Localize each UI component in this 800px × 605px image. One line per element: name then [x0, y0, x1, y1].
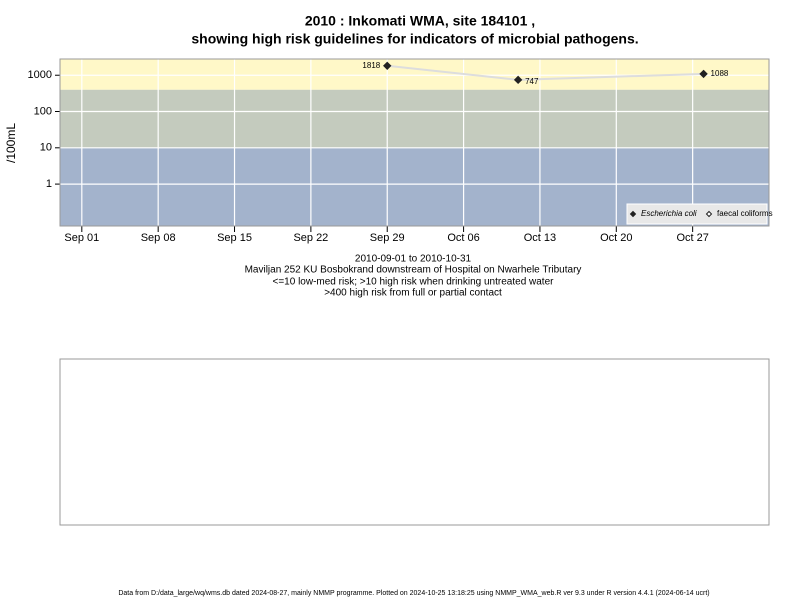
- y-axis-label: /100mL: [4, 123, 18, 163]
- plot-frame: [59, 58, 770, 227]
- footer: Data from D:/data_large/wq/wms.db dated …: [118, 590, 709, 597]
- data-label: 747: [525, 77, 539, 86]
- x-tick-label: Sep 01: [64, 232, 99, 244]
- chart-title: 2010 : Inkomati WMA, site 184101 ,: [305, 13, 535, 29]
- risk-band: [60, 89, 769, 148]
- note: 2010-09-01 to 2010-10-31: [355, 254, 472, 265]
- data-label: 1818: [362, 61, 380, 70]
- y-tick-label: 100: [34, 105, 52, 117]
- legend-box: [626, 203, 768, 225]
- chart-subtitle: showing high risk guidelines for indicat…: [191, 31, 638, 47]
- x-tick-label: Oct 20: [600, 232, 632, 244]
- x-tick-label: Sep 08: [141, 232, 176, 244]
- x-tick-label: Oct 13: [524, 232, 556, 244]
- legend-marker: [629, 210, 637, 218]
- x-tick-label: Oct 27: [676, 232, 708, 244]
- note: >400 high risk from full or partial cont…: [324, 288, 502, 299]
- legend-marker: [705, 210, 713, 218]
- note: Maviljan 252 KU Bosbokrand downstream of…: [245, 265, 582, 276]
- data-point: [699, 69, 708, 79]
- data-point: [383, 61, 392, 71]
- y-tick-label: 10: [40, 142, 52, 154]
- y-tick-label: 1: [46, 178, 52, 190]
- legend-label: Escherichia coli: [641, 209, 697, 218]
- x-tick-label: Sep 22: [293, 232, 328, 244]
- legend-label: faecal coliforms: [717, 209, 773, 218]
- x-tick-label: Sep 29: [370, 232, 405, 244]
- data-point: [513, 75, 523, 85]
- y-tick-label: 1000: [28, 69, 52, 81]
- risk-band: [60, 59, 769, 90]
- x-tick-label: Oct 06: [447, 232, 479, 244]
- data-label: 1088: [711, 69, 729, 78]
- legend: Escherichia coli faecal coliforms: [626, 203, 773, 225]
- empty-panel: [59, 358, 770, 526]
- x-tick-label: Sep 15: [217, 232, 252, 244]
- note: <=10 low-med risk; >10 high risk when dr…: [273, 277, 555, 288]
